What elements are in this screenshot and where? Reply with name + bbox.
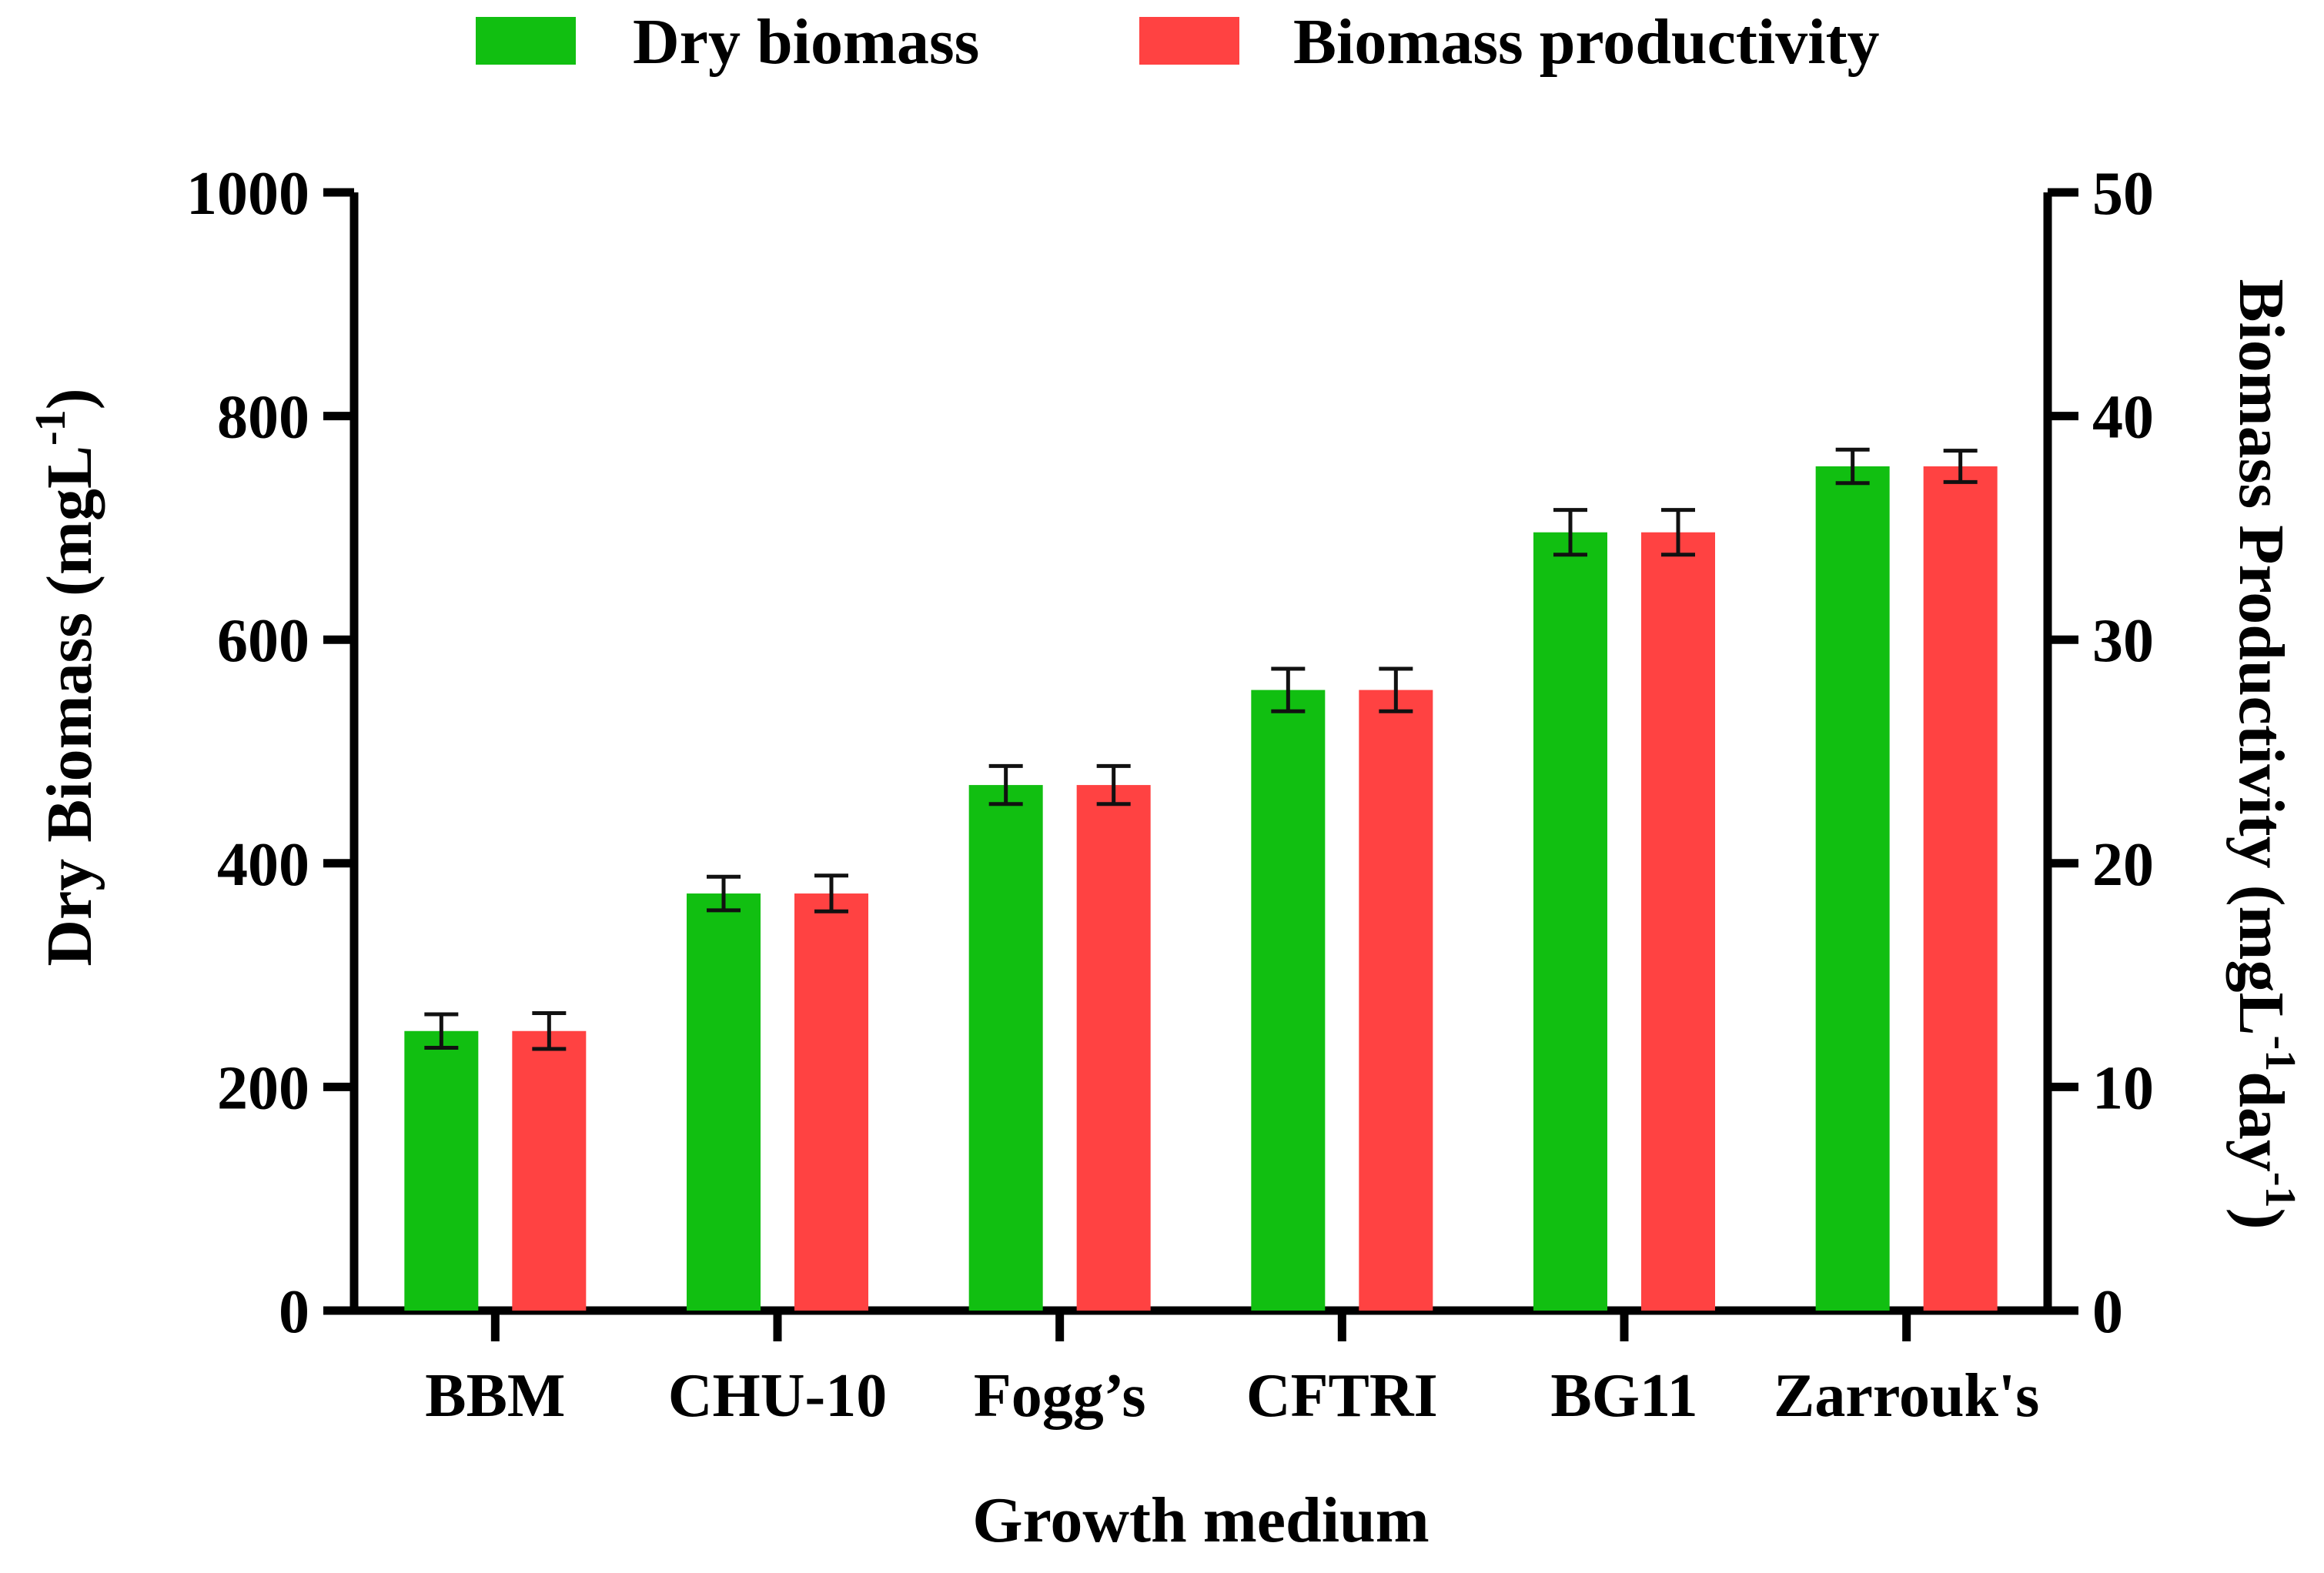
legend: Dry biomass Biomass productivity	[476, 6, 1880, 78]
x-axis-title: Growth medium	[972, 1484, 1429, 1556]
left-y-tick-label: 0	[279, 1278, 309, 1346]
x-ticks: BBM CHU-10 Fogg’s CFTRI BG11 Zarrouk's	[425, 1311, 2039, 1430]
right-y-tick-label: 20	[2092, 831, 2154, 899]
x-tick-label: BBM	[425, 1362, 565, 1430]
legend-label-biomass-productivity: Biomass productivity	[1293, 6, 1880, 78]
left-y-tick-label: 200	[217, 1054, 309, 1122]
right-y-ticks: 0 10 20 30 40 50	[2048, 160, 2154, 1346]
right-y-tick-label: 10	[2092, 1054, 2154, 1122]
left-y-title-main: Dry Biomass (mgL	[34, 446, 105, 967]
bars	[404, 447, 1998, 1311]
bar-dry-biomass	[687, 893, 761, 1311]
x-tick-label: CFTRI	[1246, 1362, 1438, 1430]
bar-dry-biomass	[968, 785, 1043, 1311]
bar-biomass-productivity	[1923, 466, 1998, 1311]
right-y-tick-label: 0	[2092, 1278, 2123, 1346]
bar-dry-biomass	[404, 1030, 479, 1311]
right-y-tick-label: 50	[2092, 160, 2154, 228]
right-y-axis-title: Biomass Productivity (mgL-1day-1)	[2225, 279, 2304, 1229]
right-y-tick-label: 30	[2092, 607, 2154, 675]
x-tick-label: Zarrouk's	[1774, 1362, 2039, 1430]
bar-biomass-productivity	[1359, 690, 1433, 1311]
bar-dry-biomass	[1533, 532, 1607, 1311]
left-y-ticks: 0 200 400 600 800 1000	[186, 160, 354, 1346]
left-y-title-sup: -1	[27, 409, 75, 446]
right-y-title-main: Biomass Productivity (mgL	[2225, 279, 2297, 1035]
legend-swatch-biomass-productivity	[1139, 17, 1239, 65]
x-tick-label: CHU-10	[668, 1362, 887, 1430]
left-y-tick-label: 600	[217, 607, 309, 675]
bar-dry-biomass	[1251, 690, 1326, 1311]
right-y-title-mid: day	[2225, 1071, 2297, 1172]
bar-biomass-productivity	[512, 1030, 587, 1311]
right-y-title-sup1: -1	[2256, 1036, 2304, 1072]
x-tick-label: BG11	[1550, 1362, 1697, 1430]
right-y-title-sup2: -1	[2256, 1172, 2304, 1208]
bar-biomass-productivity	[794, 893, 868, 1311]
x-tick-label: Fogg’s	[974, 1362, 1146, 1430]
bar-dry-biomass	[1815, 466, 1890, 1311]
left-y-title-end: )	[34, 388, 105, 409]
left-y-tick-label: 800	[217, 384, 309, 452]
left-y-tick-label: 400	[217, 831, 309, 899]
bar-biomass-productivity	[1076, 785, 1151, 1311]
left-y-tick-label: 1000	[186, 160, 309, 228]
bar-biomass-productivity	[1641, 532, 1715, 1311]
left-y-axis-title: Dry Biomass (mgL-1)	[27, 388, 105, 966]
right-y-title-end: )	[2225, 1208, 2297, 1230]
right-y-tick-label: 40	[2092, 384, 2154, 452]
legend-label-dry-biomass: Dry biomass	[633, 6, 979, 78]
legend-swatch-dry-biomass	[476, 17, 576, 65]
